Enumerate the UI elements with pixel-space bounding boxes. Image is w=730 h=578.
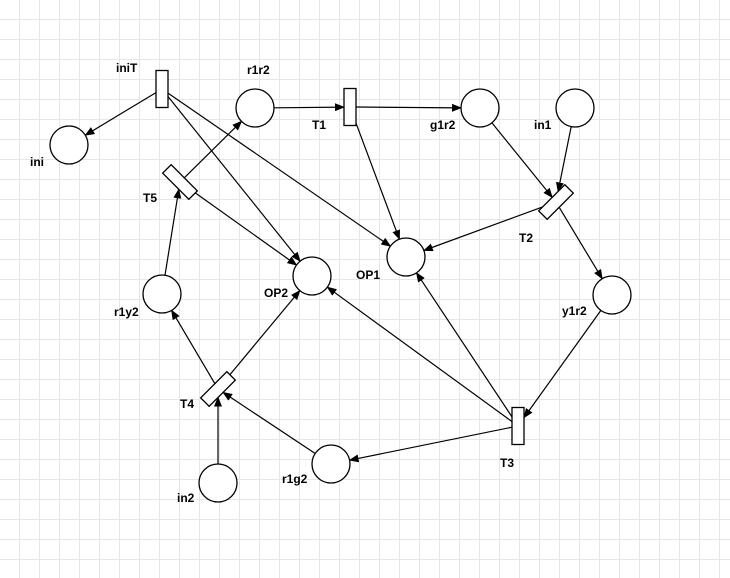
arc-in1-to-T2 (555, 126, 572, 193)
transition-label-T1: T1 (312, 118, 326, 132)
transition-label-T2: T2 (519, 231, 533, 245)
place-r1r2[interactable] (235, 88, 275, 128)
arc-T4-to-OP2 (229, 289, 301, 376)
transition-T4[interactable] (199, 370, 237, 408)
transition-T1[interactable] (343, 87, 357, 127)
place-label-r1g2: r1g2 (282, 472, 308, 486)
arc-T5-to-r1r2 (183, 120, 243, 179)
transition-iniT[interactable] (155, 69, 169, 109)
arc-r1r2-to-T1 (273, 103, 345, 112)
transition-T5[interactable] (161, 163, 199, 201)
arc-T3-to-OP1 (415, 271, 513, 418)
place-g1r2[interactable] (460, 88, 500, 128)
place-label-in1: in1 (534, 118, 552, 132)
place-label-r1y2: r1y2 (114, 305, 139, 319)
arc-T2-to-y1r2 (558, 206, 603, 280)
arc-r1g2-to-T4 (222, 391, 316, 454)
place-label-r1r2: r1r2 (247, 63, 270, 77)
arc-r1y2-to-T5 (164, 188, 182, 276)
labels-layer: ini r1r2 g1r2 in1 OP1 OP2 y1r2 r1y2 r1g2 in2 iniT T… (30, 61, 587, 505)
arc-iniT-to-ini (84, 92, 157, 136)
arc-T1-to-OP1 (355, 122, 400, 241)
arc-iniT-to-OP1 (167, 92, 392, 247)
arcs-layer (84, 92, 603, 464)
arc-g1r2-to-T2 (491, 122, 553, 199)
transition-label-T3: T3 (500, 456, 514, 470)
transition-T2[interactable] (537, 183, 575, 221)
place-label-y1r2: y1r2 (562, 304, 587, 318)
place-label-OP2: OP2 (264, 286, 288, 300)
place-in2[interactable] (198, 463, 238, 503)
nodes-layer (49, 69, 632, 503)
place-label-OP1: OP1 (356, 268, 380, 282)
place-in1[interactable] (555, 88, 595, 128)
arc-T2-to-OP1 (422, 206, 543, 252)
transition-label-T5: T5 (143, 191, 157, 205)
transition-label-iniT: iniT (116, 61, 138, 75)
arc-T3-to-OP2 (326, 286, 513, 423)
arc-T5-to-OP2 (194, 192, 298, 266)
place-OP1[interactable] (386, 237, 426, 277)
arc-T3-to-r1g2 (348, 426, 513, 463)
place-label-g1r2: g1r2 (430, 118, 456, 132)
arc-y1r2-to-T3 (523, 310, 602, 419)
arc-iniT-to-OP2 (167, 96, 301, 262)
arc-T4-to-r1y2 (171, 309, 216, 385)
transition-T3[interactable] (511, 406, 525, 446)
place-label-in2: in2 (177, 491, 195, 505)
place-ini[interactable] (49, 125, 89, 165)
place-OP2[interactable] (292, 256, 332, 296)
place-r1g2[interactable] (311, 444, 351, 484)
arc-T1-to-g1r2 (355, 103, 462, 112)
place-r1y2[interactable] (142, 274, 182, 314)
transition-label-T4: T4 (180, 397, 194, 411)
place-label-ini: ini (30, 155, 44, 169)
place-y1r2[interactable] (592, 275, 632, 315)
